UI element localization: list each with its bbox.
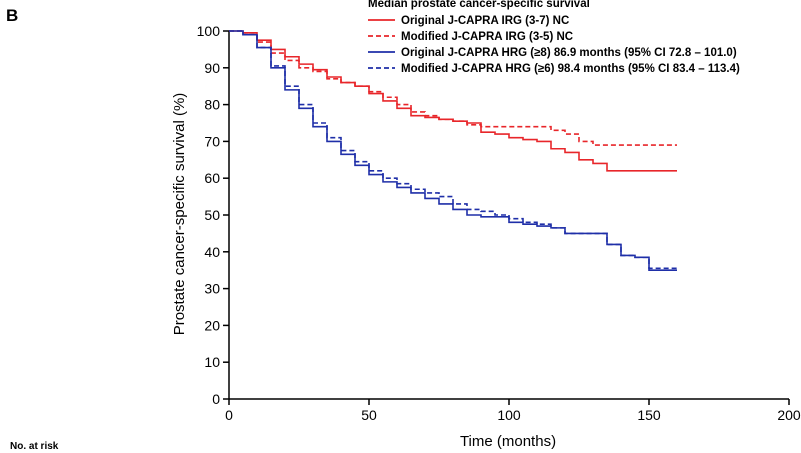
legend-title: Median prostate cancer-specific survival: [368, 0, 590, 10]
x-tick-label: 200: [777, 407, 801, 423]
risk-label: No. at risk: [10, 441, 59, 452]
y-tick-label: 20: [204, 317, 220, 333]
y-tick-label: 0: [212, 391, 220, 407]
y-tick-label: 10: [204, 354, 220, 370]
y-tick-label: 80: [204, 97, 220, 113]
x-tick-label: 100: [497, 407, 521, 423]
y-tick-label: 50: [204, 207, 220, 223]
x-axis-title: Time (months): [460, 433, 556, 450]
x-tick-label: 50: [361, 407, 377, 423]
series-layer: [229, 30, 677, 271]
series-line-2: [229, 30, 677, 146]
legend-entry-4: Modified J-CAPRA HRG (≥6) 98.4 months (9…: [401, 63, 740, 75]
panel-label: B: [6, 6, 19, 25]
y-axis-title: Prostate cancer-specific survival (%): [171, 93, 188, 336]
y-tick-label: 60: [204, 170, 220, 186]
y-tick-label: 90: [204, 60, 220, 76]
legend: Median prostate cancer-specific survival…: [368, 0, 740, 75]
y-tick-label: 40: [204, 244, 220, 260]
y-tick-label: 70: [204, 133, 220, 149]
x-tick-label: 150: [637, 407, 661, 423]
legend-entry-2: Modified J-CAPRA IRG (3-5) NC: [401, 31, 573, 43]
y-tick-label: 30: [204, 281, 220, 297]
legend-entry-3: Original J-CAPRA HRG (≥8) 86.9 months (9…: [401, 47, 737, 59]
y-tick-label: 100: [197, 23, 221, 39]
x-tick-label: 0: [225, 407, 233, 423]
axes: 0 50 100 150 200 0 10 20 30 40 50 60 70 80 90 100: [197, 23, 801, 423]
legend-entry-1: Original J-CAPRA IRG (3-7) NC: [401, 15, 569, 27]
